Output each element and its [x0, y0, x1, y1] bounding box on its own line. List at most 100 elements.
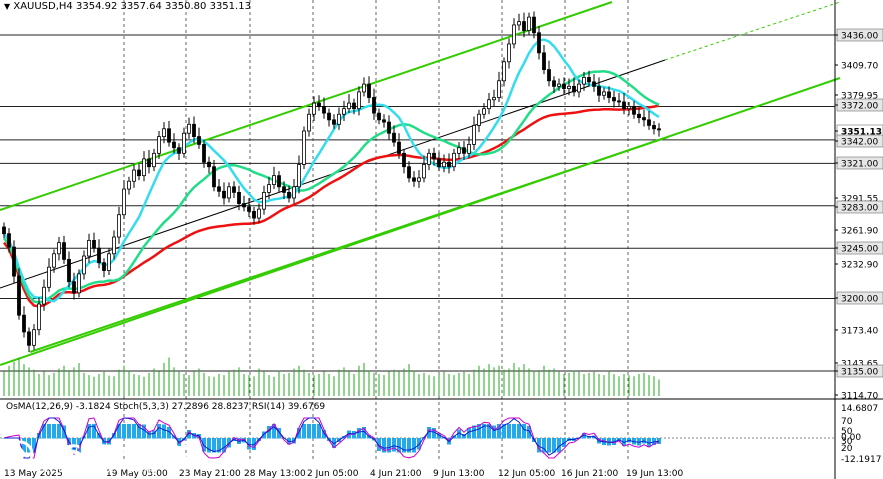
osma-bar — [582, 433, 586, 439]
time-label: 4 Jun 21:00 — [370, 469, 422, 479]
candle-body — [622, 101, 626, 110]
osma-bar — [227, 438, 231, 448]
candle-body — [492, 97, 496, 101]
candle-body — [177, 147, 181, 154]
candle-body — [422, 164, 426, 179]
candle-body — [92, 239, 96, 249]
candle-body — [552, 80, 556, 87]
candle-body — [352, 102, 356, 110]
macd-line — [4, 417, 660, 459]
candle-body — [482, 108, 486, 115]
price-tick-label: 3200.00 — [841, 295, 878, 305]
channel-inner-line — [29, 136, 669, 353]
osma-bar — [52, 424, 56, 439]
price-tick-label: 3114.70 — [841, 392, 878, 402]
candle-body — [187, 123, 191, 134]
candle-body — [487, 99, 491, 110]
osma-bar — [497, 424, 501, 439]
indicator-tick-label: 50 — [841, 427, 853, 437]
osma-bar — [222, 438, 226, 453]
osma-bar — [22, 438, 26, 453]
candle-body — [262, 191, 266, 210]
trend-channel — [0, 1, 841, 366]
candle-body — [67, 258, 71, 283]
candle-body — [327, 112, 331, 121]
candle-body — [77, 273, 81, 294]
candle-body — [122, 188, 126, 216]
candle-body — [22, 314, 26, 333]
price-tick-label: 3436.00 — [841, 32, 878, 42]
candle-body — [307, 113, 311, 132]
osma-bar — [262, 431, 266, 439]
instaforex-logo-icon — [6, 440, 34, 468]
osma-bar — [657, 438, 661, 444]
ma-fast-line — [2, 38, 660, 303]
dropdown-triangle-icon[interactable]: ▼ — [4, 2, 11, 11]
osma-bar — [117, 424, 121, 439]
candlesticks — [2, 11, 661, 353]
candle-body — [507, 43, 511, 63]
candle-body — [397, 141, 401, 154]
candle-body — [237, 191, 241, 204]
candle-body — [197, 136, 201, 145]
osma-bar — [527, 426, 531, 439]
candle-body — [402, 152, 406, 168]
time-label: 23 May 21:00 — [179, 469, 241, 479]
osma-bar — [152, 430, 156, 439]
time-label: 2 Jun 05:00 — [307, 469, 359, 479]
candle-body — [417, 177, 421, 182]
candle-body — [627, 106, 631, 110]
osma-bar — [472, 425, 476, 439]
ma-slow-line — [2, 104, 660, 308]
candle-body — [582, 77, 586, 85]
candle-body — [517, 21, 521, 26]
candle-body — [382, 119, 386, 123]
brand-logo: instaforex Instant Forex Trading — [6, 437, 189, 475]
ma-mid-line — [2, 70, 660, 304]
osma-bar — [502, 424, 506, 439]
osma-bar — [32, 438, 36, 453]
candle-body — [292, 186, 296, 199]
channel-mid-extension — [664, 1, 841, 61]
osma-bar — [187, 430, 191, 439]
osma-bar — [402, 438, 406, 453]
candle-body — [167, 128, 171, 143]
candle-body — [647, 119, 651, 126]
candle-body — [107, 253, 111, 271]
price-tick-label: 3342.00 — [841, 138, 878, 148]
price-tick-label: 3261.90 — [841, 227, 878, 237]
candle-body — [607, 91, 611, 98]
osma-bar — [322, 430, 326, 439]
osma-bar — [552, 438, 556, 453]
time-label: 19 Jun 13:00 — [626, 469, 683, 479]
candle-body — [447, 161, 451, 168]
logo-tagline: Instant Forex Trading — [42, 462, 158, 475]
candle-body — [527, 16, 531, 31]
candle-body — [147, 158, 151, 168]
candle-body — [192, 123, 196, 137]
candle-body — [577, 83, 581, 93]
candle-body — [312, 102, 316, 115]
candle-body — [332, 119, 336, 125]
time-label: 9 Jun 13:00 — [433, 469, 485, 479]
candle-body — [182, 132, 186, 154]
osma-bar — [297, 428, 301, 439]
candle-body — [322, 106, 326, 114]
osma-bar — [167, 427, 171, 439]
osma-bar — [547, 438, 551, 453]
candle-body — [642, 117, 646, 121]
price-tick-label: 3232.90 — [841, 261, 878, 271]
candle-body — [387, 121, 391, 134]
indicator-tick-label: 14.6807 — [841, 404, 878, 414]
price-tick-label: 3372.00 — [841, 102, 878, 112]
osma-bar — [427, 427, 431, 439]
price-tick-label: 3135.00 — [841, 368, 878, 378]
osma-bar — [57, 424, 61, 439]
candle-body — [7, 233, 11, 248]
candle-body — [232, 186, 236, 193]
candle-body — [357, 91, 361, 110]
candle-body — [302, 130, 306, 165]
candle-body — [532, 16, 536, 34]
